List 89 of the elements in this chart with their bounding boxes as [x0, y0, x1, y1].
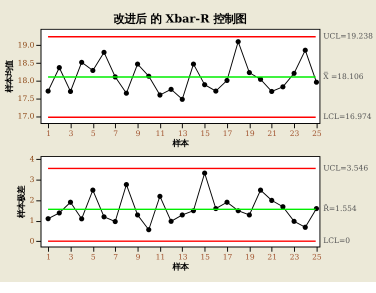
point — [56, 210, 62, 216]
point — [79, 60, 84, 65]
x-tick-label: 7 — [113, 128, 118, 138]
x-tick-label: 25 — [312, 252, 322, 262]
point — [180, 96, 185, 102]
x-tick-label: 21 — [267, 252, 277, 262]
y-tick-label: 18.5 — [18, 58, 35, 68]
x-tick-label: 7 — [113, 252, 118, 262]
x-tick-label: 25 — [312, 128, 322, 138]
point — [168, 86, 174, 92]
point — [68, 200, 74, 205]
y-tick-label: 19.0 — [18, 40, 35, 50]
point — [68, 88, 74, 94]
x-tick-label: 15 — [200, 128, 210, 138]
x-tick-label: 23 — [290, 252, 300, 262]
x-tick-label: 11 — [156, 128, 166, 138]
x-tick-label: 17 — [222, 252, 232, 262]
x-tick-label: 19 — [245, 252, 255, 262]
x-tick-label: 17 — [222, 128, 232, 138]
point — [134, 61, 140, 67]
point — [224, 200, 230, 205]
y-tick-label: 1 — [30, 216, 34, 226]
point — [292, 218, 297, 224]
y-tick-label: 18.0 — [18, 76, 35, 86]
point — [146, 227, 152, 232]
point — [157, 194, 163, 199]
x-tick-label: 13 — [178, 252, 188, 262]
point — [224, 78, 230, 83]
ref-line-label: UCL=3.546 — [323, 163, 368, 172]
point — [46, 88, 51, 94]
point — [280, 84, 286, 90]
x-tick-label: 5 — [90, 128, 96, 138]
point — [246, 212, 252, 218]
point — [202, 170, 208, 176]
x-tick-label: 3 — [68, 252, 74, 262]
point — [90, 68, 96, 74]
y-tick-label: 4 — [30, 154, 35, 164]
x-tick-label: 9 — [136, 252, 141, 262]
point — [180, 212, 185, 218]
y-tick-label: 2 — [30, 196, 35, 205]
y-tick-label: 0 — [30, 236, 35, 246]
point — [269, 88, 274, 94]
x-axis-title: 样本 — [171, 262, 190, 272]
x-tick-label: 11 — [156, 252, 166, 262]
point — [124, 182, 129, 188]
y-axis-title: 样本极差 — [16, 186, 26, 219]
point — [101, 50, 107, 55]
x-tick-label: 9 — [136, 128, 141, 138]
point — [236, 39, 241, 44]
x-tick-label: 1 — [46, 128, 51, 138]
y-tick-label: 17.0 — [18, 112, 35, 121]
ref-line-label: LCL=0 — [323, 236, 350, 246]
y-tick-label: 17.5 — [18, 94, 35, 103]
x-tick-label: 23 — [290, 128, 300, 138]
x-axis-title: 样本 — [171, 138, 190, 148]
point — [168, 218, 174, 224]
point — [79, 216, 84, 222]
point — [90, 188, 96, 193]
point — [134, 212, 140, 218]
ref-line-label: X̿ =18.106 — [323, 72, 364, 81]
point — [46, 216, 51, 222]
x-tick-label: 19 — [245, 128, 255, 138]
point — [213, 88, 218, 94]
y-tick-label: 3 — [30, 175, 35, 184]
ref-line-label: LCL=16.974 — [323, 112, 372, 122]
point — [112, 218, 118, 224]
point — [258, 188, 264, 193]
point — [269, 198, 274, 203]
x-tick-label: 3 — [68, 128, 74, 138]
x-tick-label: 1 — [46, 252, 51, 262]
point — [302, 224, 308, 230]
point — [302, 48, 308, 53]
x-tick-label: 13 — [178, 128, 188, 138]
point — [190, 61, 196, 67]
point — [124, 90, 129, 96]
point — [157, 92, 163, 98]
chart-title: 改进后 的 Xbar-R 控制图 — [114, 11, 246, 26]
x-tick-label: 5 — [90, 252, 96, 262]
point — [101, 214, 107, 220]
ref-line-label: UCL=19.238 — [323, 32, 374, 41]
point — [202, 82, 208, 88]
y-axis-title: 样本均值 — [4, 60, 14, 94]
ref-line-label: R̄=1.554 — [323, 204, 357, 214]
x-tick-label: 15 — [200, 252, 210, 262]
point — [56, 65, 62, 70]
point — [292, 70, 297, 76]
x-tick-label: 21 — [267, 128, 277, 138]
point — [314, 80, 320, 85]
point — [246, 70, 252, 76]
